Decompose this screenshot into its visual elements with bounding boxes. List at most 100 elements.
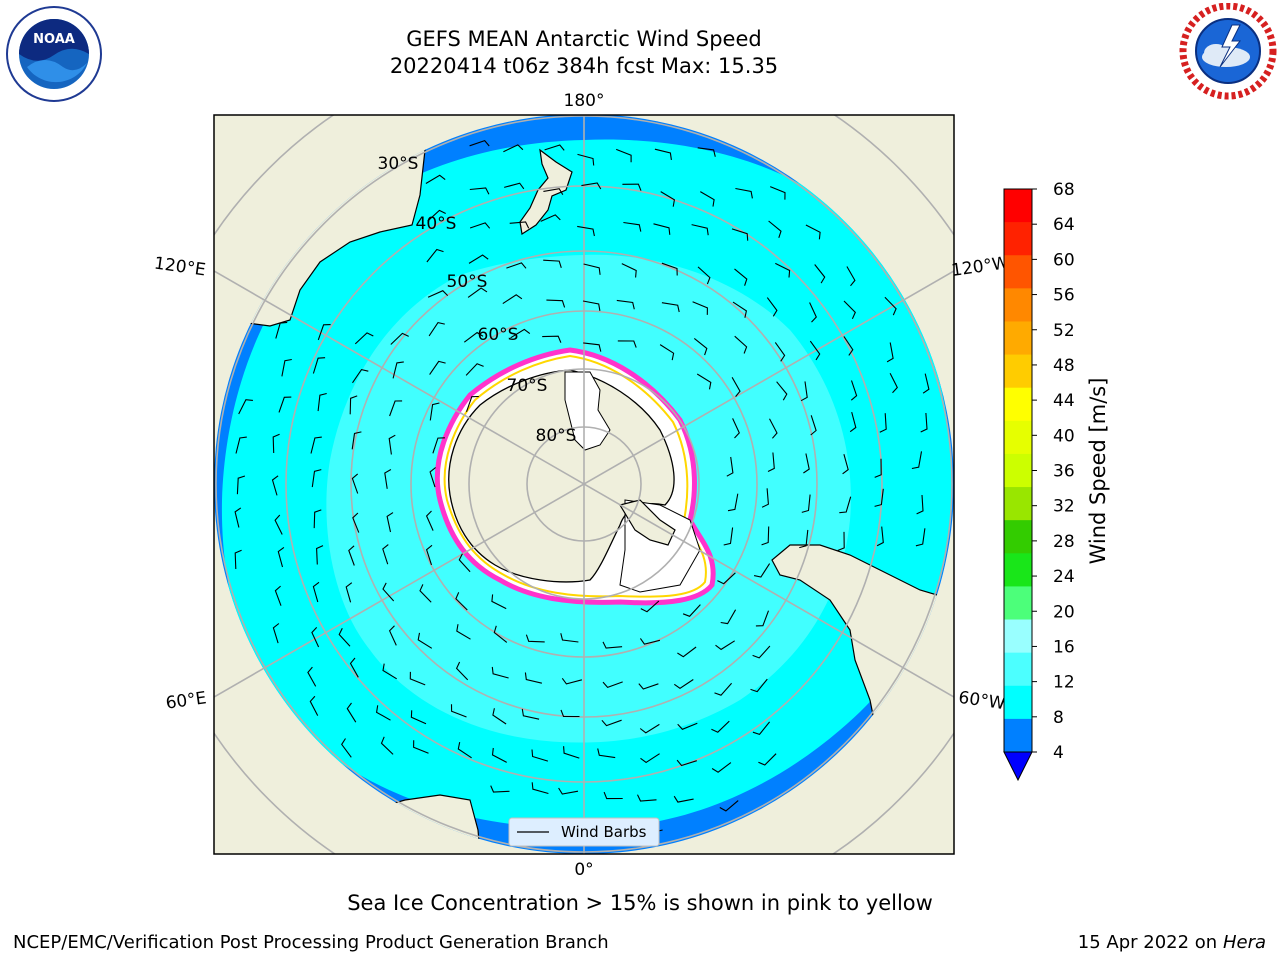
wind-barb	[697, 266, 711, 285]
wind-barb	[583, 342, 602, 352]
wind-barb	[732, 301, 748, 318]
wind-barb	[450, 704, 467, 718]
wind-barb	[577, 153, 595, 166]
colorbar-tick-label: 44	[1053, 391, 1075, 411]
legend-label: Wind Barbs	[561, 823, 647, 841]
wind-barb	[388, 434, 396, 455]
colorbar-tick-label: 12	[1053, 673, 1075, 693]
wind-barb	[638, 683, 659, 690]
colorbar-segment	[1004, 288, 1032, 322]
wind-barb	[661, 262, 678, 276]
wind-barb	[506, 262, 527, 269]
wind-barb	[427, 290, 449, 298]
wind-barb	[693, 337, 708, 356]
wind-barb	[711, 720, 730, 733]
graticule	[214, 115, 954, 854]
wind-barb	[429, 402, 440, 421]
wind-barb	[810, 415, 817, 436]
wind-barb	[351, 431, 362, 450]
lat-label-80s: 80°S	[536, 426, 577, 446]
lon-label-lower-right: 60°W	[957, 688, 1006, 714]
wind-barb	[382, 582, 395, 602]
wind-barb	[719, 800, 739, 812]
wind-barb	[768, 220, 782, 238]
wind-barb	[274, 514, 283, 535]
wind-barb	[419, 584, 432, 603]
colorbar-segment	[1004, 354, 1032, 389]
wind-barb	[384, 469, 392, 489]
wind-barb	[491, 594, 507, 610]
wind-barb	[753, 563, 771, 578]
wind-barb	[601, 719, 622, 727]
wind-barb	[843, 336, 854, 356]
wind-barb	[735, 187, 753, 199]
wind-barb	[234, 549, 242, 570]
colorbar-segment	[1004, 255, 1032, 289]
wind-barb	[842, 454, 849, 475]
wind-barb	[275, 321, 288, 339]
wind-barb	[272, 623, 280, 644]
wind-barb	[582, 300, 601, 311]
wind-barb	[278, 396, 292, 413]
wind-barb	[349, 395, 358, 415]
wind-barb	[769, 418, 778, 439]
footer-date-text: 15 Apr 2022 on	[1077, 932, 1223, 953]
lat-label-50s: 50°S	[447, 272, 488, 292]
wind-barb	[800, 381, 808, 402]
wind-barb	[692, 301, 708, 315]
wind-barb	[348, 545, 355, 566]
wind-barb	[429, 467, 436, 488]
wind-barb	[425, 174, 446, 184]
wind-barb	[428, 321, 445, 337]
wind-barb	[468, 254, 489, 264]
wind-barb	[432, 437, 445, 454]
wind-barb	[731, 228, 749, 241]
wind-barb	[352, 512, 360, 533]
colorbar-segment	[1004, 652, 1032, 687]
wind-barb	[234, 507, 242, 528]
colorbar-extend-triangle	[1003, 751, 1033, 782]
wind-barb	[809, 340, 821, 361]
wind-barb	[720, 609, 737, 625]
wind-barb	[673, 795, 694, 803]
wind-barb	[563, 746, 580, 759]
wind-barb	[524, 672, 543, 684]
colorbar-tick-label: 64	[1053, 215, 1075, 235]
colorbar-tick-label: 20	[1053, 602, 1075, 622]
wind-barb	[774, 342, 786, 362]
wind-barb	[307, 666, 317, 687]
wind-barb	[345, 582, 353, 603]
wind-barb	[682, 604, 701, 617]
wind-barb	[413, 740, 429, 754]
wind-barb	[313, 509, 322, 529]
wind-barb	[490, 785, 510, 793]
wind-barb	[492, 708, 507, 725]
wind-barb	[469, 222, 491, 229]
wind-barb	[874, 488, 884, 507]
lat-label-40s: 40°S	[416, 214, 457, 234]
wind-barb	[731, 377, 741, 397]
wind-barb	[911, 451, 923, 470]
wind-barb	[696, 373, 712, 390]
wind-barb	[801, 494, 811, 513]
wind-barb	[281, 358, 292, 377]
colorbar-segment	[1004, 222, 1032, 256]
wind-barb	[560, 633, 579, 643]
wind-barb	[697, 147, 716, 157]
wind-barb	[622, 183, 642, 191]
land-new-zealand	[519, 148, 573, 235]
wind-barb	[317, 392, 327, 412]
wind-barb	[312, 581, 320, 603]
wind-barb	[467, 287, 488, 298]
wind-barb	[677, 722, 698, 730]
wind-barb	[375, 705, 391, 721]
wind-barb	[463, 331, 484, 343]
wind-barb	[639, 723, 660, 734]
wind-barb	[849, 411, 857, 433]
wind-barb	[309, 695, 319, 716]
title-line-2: 20220414 t06z 384h fcst Max: 15.35	[389, 54, 779, 78]
wind-barb	[814, 264, 826, 284]
wind-barb	[311, 627, 320, 648]
wind-barb	[457, 741, 472, 759]
wind-barb	[491, 666, 509, 679]
